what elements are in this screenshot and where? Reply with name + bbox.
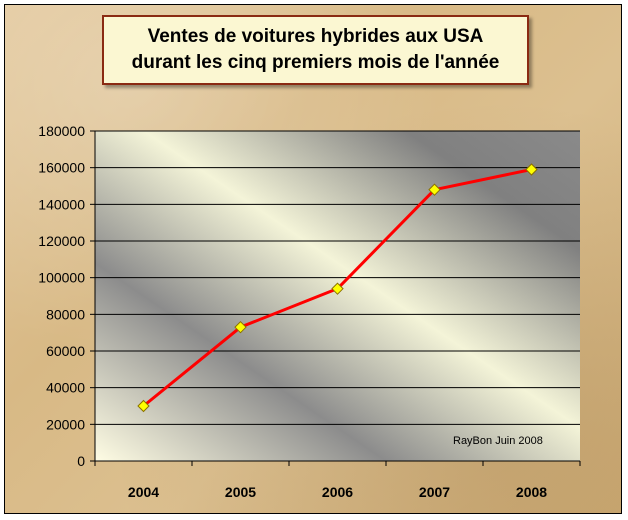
x-tick-label: 2007 xyxy=(419,484,450,500)
y-tick-label: 40000 xyxy=(46,380,85,396)
y-tick-label: 20000 xyxy=(46,416,85,432)
x-tick-label: 2008 xyxy=(516,484,547,500)
data-point-marker xyxy=(331,282,344,295)
x-tick-label: 2004 xyxy=(128,484,159,500)
y-tick-label: 140000 xyxy=(38,196,85,212)
x-tick-label: 2006 xyxy=(322,484,353,500)
x-axis-tick-labels: 2004 2005 2006 2007 2008 xyxy=(94,461,581,500)
chart-annotation: RayBon Juin 2008 xyxy=(453,435,543,447)
data-point-marker xyxy=(428,183,441,196)
chart-title-line-1: Ventes de voitures hybrides aux USA xyxy=(147,26,484,47)
y-tick-label: 80000 xyxy=(46,306,85,322)
data-point-marker xyxy=(525,163,538,176)
y-tick-label: 0 xyxy=(77,453,85,469)
y-tick-label: 120000 xyxy=(38,233,85,249)
data-point-marker xyxy=(137,399,150,413)
chart-title: Ventes de voitures hybrides aux USA dura… xyxy=(102,15,529,85)
y-tick-label: 180000 xyxy=(38,123,85,139)
y-axis-tick-labels: 0 20000 40000 60000 80000 100000 120000 140000 1… xyxy=(38,123,95,469)
y-tick-label: 160000 xyxy=(38,160,85,176)
axes xyxy=(94,131,580,462)
plot-area xyxy=(95,131,580,461)
x-tick-label: 2005 xyxy=(225,484,256,500)
chart-title-line-2: durant les cinq premiers mois de l'année xyxy=(131,52,500,73)
series-layer xyxy=(137,163,538,413)
y-tick-label: 100000 xyxy=(38,270,85,286)
gridlines xyxy=(95,130,580,425)
data-point-marker xyxy=(234,320,247,334)
y-tick-label: 60000 xyxy=(46,343,85,359)
